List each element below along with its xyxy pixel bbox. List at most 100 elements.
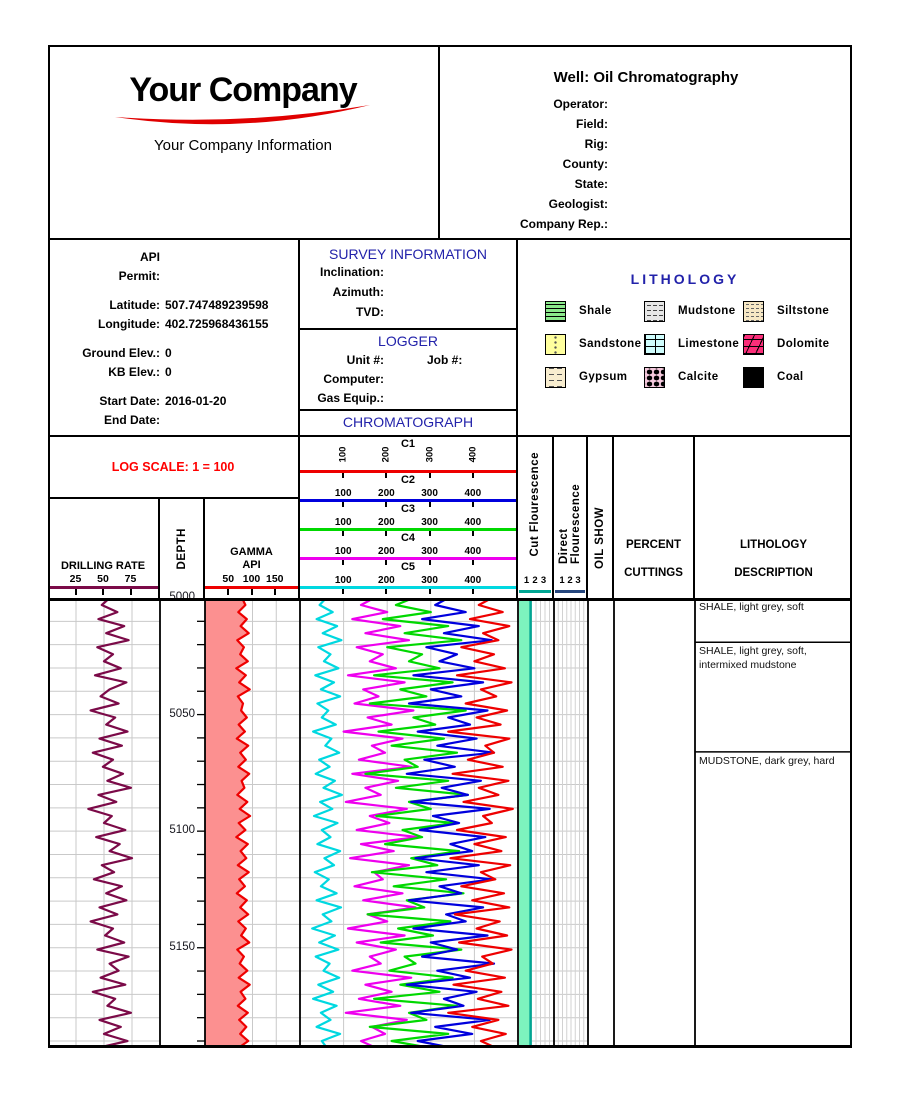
computer-row: Computer: bbox=[300, 370, 516, 389]
survey-logger-panel: SURVEY INFORMATION Inclination: Azimuth: T… bbox=[300, 240, 518, 437]
legend-item-coal: Coal bbox=[743, 366, 852, 388]
channel-tick-mark bbox=[471, 531, 474, 536]
mudstone-swatch-icon bbox=[644, 300, 665, 322]
channel-tick-mark bbox=[471, 560, 474, 565]
legend-item-label: Siltstone bbox=[777, 305, 830, 317]
channel-tick-mark bbox=[385, 531, 388, 536]
legend-item-label: Coal bbox=[777, 371, 804, 383]
track-tick-label: 50 bbox=[97, 573, 109, 585]
gas-equip-row: Gas Equip.: bbox=[300, 389, 516, 408]
api-field-row: KB Elev.: 0 bbox=[48, 363, 298, 382]
depth-track-header: DEPTH bbox=[160, 499, 205, 598]
track-tick-mark bbox=[273, 589, 276, 595]
unit-number-label: Unit #: bbox=[346, 353, 384, 367]
survey-field-row: Inclination: bbox=[300, 263, 516, 282]
legend-item-limestone: Limestone bbox=[644, 333, 743, 355]
calcite-swatch-icon bbox=[644, 366, 665, 388]
legend-item-label: Limestone bbox=[678, 338, 740, 350]
survey-field-label: Inclination: bbox=[320, 265, 384, 279]
fluorescence-tick-label: 1 bbox=[523, 575, 530, 586]
channel-tick-label: 200 bbox=[380, 446, 392, 463]
sandstone-swatch-icon bbox=[545, 333, 566, 355]
survey-field-row: TVD: bbox=[300, 303, 516, 322]
api-field-label: Ground Elev.: bbox=[82, 346, 160, 360]
logger-panel: LOGGER Unit #: Job #: Computer: Gas Equi… bbox=[300, 330, 516, 411]
channel-tick-mark bbox=[385, 560, 388, 565]
channel-tick-mark bbox=[471, 473, 474, 478]
fluorescence-tick-label: 1 bbox=[559, 575, 565, 586]
api-field-row: API bbox=[48, 248, 298, 267]
track-tick-label: 50 bbox=[222, 573, 235, 585]
channel-tick-label: 300 bbox=[421, 517, 438, 528]
survey-field-row: Azimuth: bbox=[300, 283, 516, 302]
log-curves-plot bbox=[48, 598, 852, 1048]
gas-equip-label: Gas Equip.: bbox=[317, 391, 384, 405]
fluorescence-tick-label: 3 bbox=[575, 575, 581, 586]
survey-field-label: Azimuth: bbox=[332, 285, 384, 299]
percent-cuttings-title-line1: PERCENT bbox=[626, 539, 681, 551]
percent-cuttings-track-header: PERCENT CUTTINGS bbox=[614, 437, 695, 598]
gamma-subtitle: API bbox=[242, 559, 261, 571]
lithology-legend: LITHOLOGY Shale Mudstone Siltstone Sandston… bbox=[518, 240, 852, 437]
channel-scale-C2: C2 100 200 300 400 bbox=[300, 473, 516, 507]
api-field-label: Longitude: bbox=[98, 317, 160, 331]
api-panel: API Permit: Latitude: 507.747489239598 Longi… bbox=[48, 240, 300, 437]
well-field-label: Geologist: bbox=[548, 197, 608, 211]
lithology-description-track-header: LITHOLOGY DESCRIPTION bbox=[695, 437, 852, 598]
api-field-value: 402.725968436155 bbox=[165, 317, 269, 331]
shale-swatch-icon bbox=[545, 300, 566, 322]
channel-scale-C3: C3 100 200 300 400 bbox=[300, 502, 516, 536]
depth-label: 5050 bbox=[169, 707, 195, 720]
gamma-track-header: GAMMA API 50 100 150 bbox=[205, 499, 300, 598]
track-tick-mark bbox=[102, 589, 104, 595]
channel-name: C4 bbox=[400, 532, 416, 544]
track-tick-mark bbox=[250, 589, 253, 595]
track-tick-label: 100 bbox=[242, 573, 261, 585]
channel-name: C2 bbox=[400, 474, 416, 486]
well-field-label: County: bbox=[562, 157, 608, 171]
lithology-legend-grid: Shale Mudstone Siltstone Sandstone Limestone… bbox=[545, 300, 852, 388]
channel-name: C5 bbox=[400, 561, 416, 573]
api-field-row: End Date: bbox=[48, 411, 298, 430]
api-field-row: Ground Elev.: 0 bbox=[48, 344, 298, 363]
logger-title: LOGGER bbox=[378, 333, 438, 349]
track-scale-line bbox=[48, 586, 158, 589]
legend-item-label: Gypsum bbox=[579, 371, 628, 383]
api-field-value: 0 bbox=[165, 346, 172, 360]
legend-item-gypsum: Gypsum bbox=[545, 366, 644, 388]
logo-swoosh-icon bbox=[115, 105, 370, 125]
channel-tick-mark bbox=[428, 502, 431, 507]
channel-tick-mark bbox=[428, 473, 431, 478]
well-field-label: State: bbox=[574, 177, 608, 191]
channel-tick-mark bbox=[342, 560, 345, 565]
channel-tick-label: 400 bbox=[464, 517, 482, 528]
cut-fluorescence-title: Cut Flourescence bbox=[529, 452, 541, 557]
api-field-label: Permit: bbox=[118, 269, 160, 283]
channel-tick-label: 400 bbox=[467, 446, 479, 463]
company-logo-text: Your Company bbox=[129, 71, 357, 109]
api-gap bbox=[48, 286, 298, 296]
legend-item-label: Sandstone bbox=[579, 338, 642, 350]
well-title: Well: Oil Chromatography bbox=[553, 69, 739, 86]
channel-tick-mark bbox=[342, 531, 345, 536]
api-field-row: Longitude: 402.725968436155 bbox=[48, 315, 298, 334]
track-scale-line bbox=[205, 586, 298, 589]
job-number-label: Job #: bbox=[427, 353, 463, 367]
api-field-row: Latitude: 507.747489239598 bbox=[48, 296, 298, 315]
channel-tick-label: 300 bbox=[421, 488, 438, 499]
api-field-label: Start Date: bbox=[99, 394, 160, 408]
legend-item-shale: Shale bbox=[545, 300, 644, 322]
legend-item-mudstone: Mudstone bbox=[644, 300, 743, 322]
channel-tick-label: 300 bbox=[421, 546, 438, 557]
well-field-label: Field: bbox=[576, 117, 608, 131]
channel-tick-label: 400 bbox=[464, 488, 482, 499]
channel-tick-label: 400 bbox=[464, 546, 482, 557]
track-tick-mark bbox=[74, 589, 77, 595]
legend-item-label: Shale bbox=[579, 305, 612, 317]
channel-tick-label: 100 bbox=[334, 546, 352, 557]
drilling-rate-track-header: DRILLING RATE 25 50 75 bbox=[48, 499, 160, 598]
track-tick-mark bbox=[227, 589, 230, 595]
